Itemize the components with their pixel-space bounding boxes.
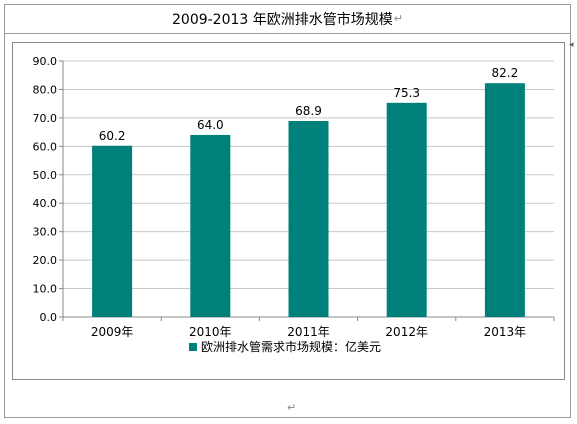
x-tick-label: 2009年 bbox=[91, 325, 134, 339]
data-label: 82.2 bbox=[492, 66, 519, 80]
chart-area: 0.0 10.0 20.0 30.0 40.0 50.0 60.0 70.0 80.0 90.0 6… bbox=[12, 42, 565, 380]
data-label: 75.3 bbox=[393, 86, 420, 100]
page-title: 2009-2013 年欧洲排水管市场规模 bbox=[172, 11, 393, 28]
x-tick-label: 2010年 bbox=[189, 325, 232, 339]
y-tick-label: 90.0 bbox=[33, 55, 58, 68]
bar bbox=[386, 102, 427, 318]
paragraph-mark-icon: ↵ bbox=[393, 12, 403, 25]
x-tick-label: 2012年 bbox=[385, 325, 428, 339]
y-tick-label: 40.0 bbox=[33, 197, 58, 210]
y-tick-label: 80.0 bbox=[33, 83, 58, 96]
document-frame bbox=[4, 4, 571, 418]
data-label: 64.0 bbox=[197, 118, 224, 132]
paragraph-mark-icon: ↵ bbox=[287, 401, 297, 414]
legend-label: 欧洲排水管需求市场规模：亿美元 bbox=[201, 339, 381, 354]
bar bbox=[288, 121, 329, 317]
bar bbox=[190, 134, 231, 317]
bar bbox=[484, 83, 525, 317]
data-label: 68.9 bbox=[295, 104, 322, 118]
y-tick-label: 30.0 bbox=[33, 226, 58, 239]
legend-swatch bbox=[189, 343, 197, 351]
data-label: 60.2 bbox=[99, 129, 126, 143]
x-tick-label: 2011年 bbox=[287, 325, 330, 339]
y-tick-label: 50.0 bbox=[33, 169, 58, 182]
y-tick-label: 60.0 bbox=[33, 140, 58, 153]
y-tick-label: 20.0 bbox=[33, 254, 58, 267]
title-row: 2009-2013 年欧洲排水管市场规模 ↵ bbox=[4, 4, 571, 34]
y-tick-label: 70.0 bbox=[33, 112, 58, 125]
bar bbox=[92, 145, 133, 317]
bar-chart: 0.0 10.0 20.0 30.0 40.0 50.0 60.0 70.0 80.0 90.0 6… bbox=[33, 55, 555, 354]
y-tick-label: 0.0 bbox=[40, 311, 58, 324]
x-tick-label: 2013年 bbox=[484, 325, 527, 339]
cell-marker-icon: ◂ bbox=[569, 40, 574, 50]
y-tick-label: 10.0 bbox=[33, 283, 58, 296]
